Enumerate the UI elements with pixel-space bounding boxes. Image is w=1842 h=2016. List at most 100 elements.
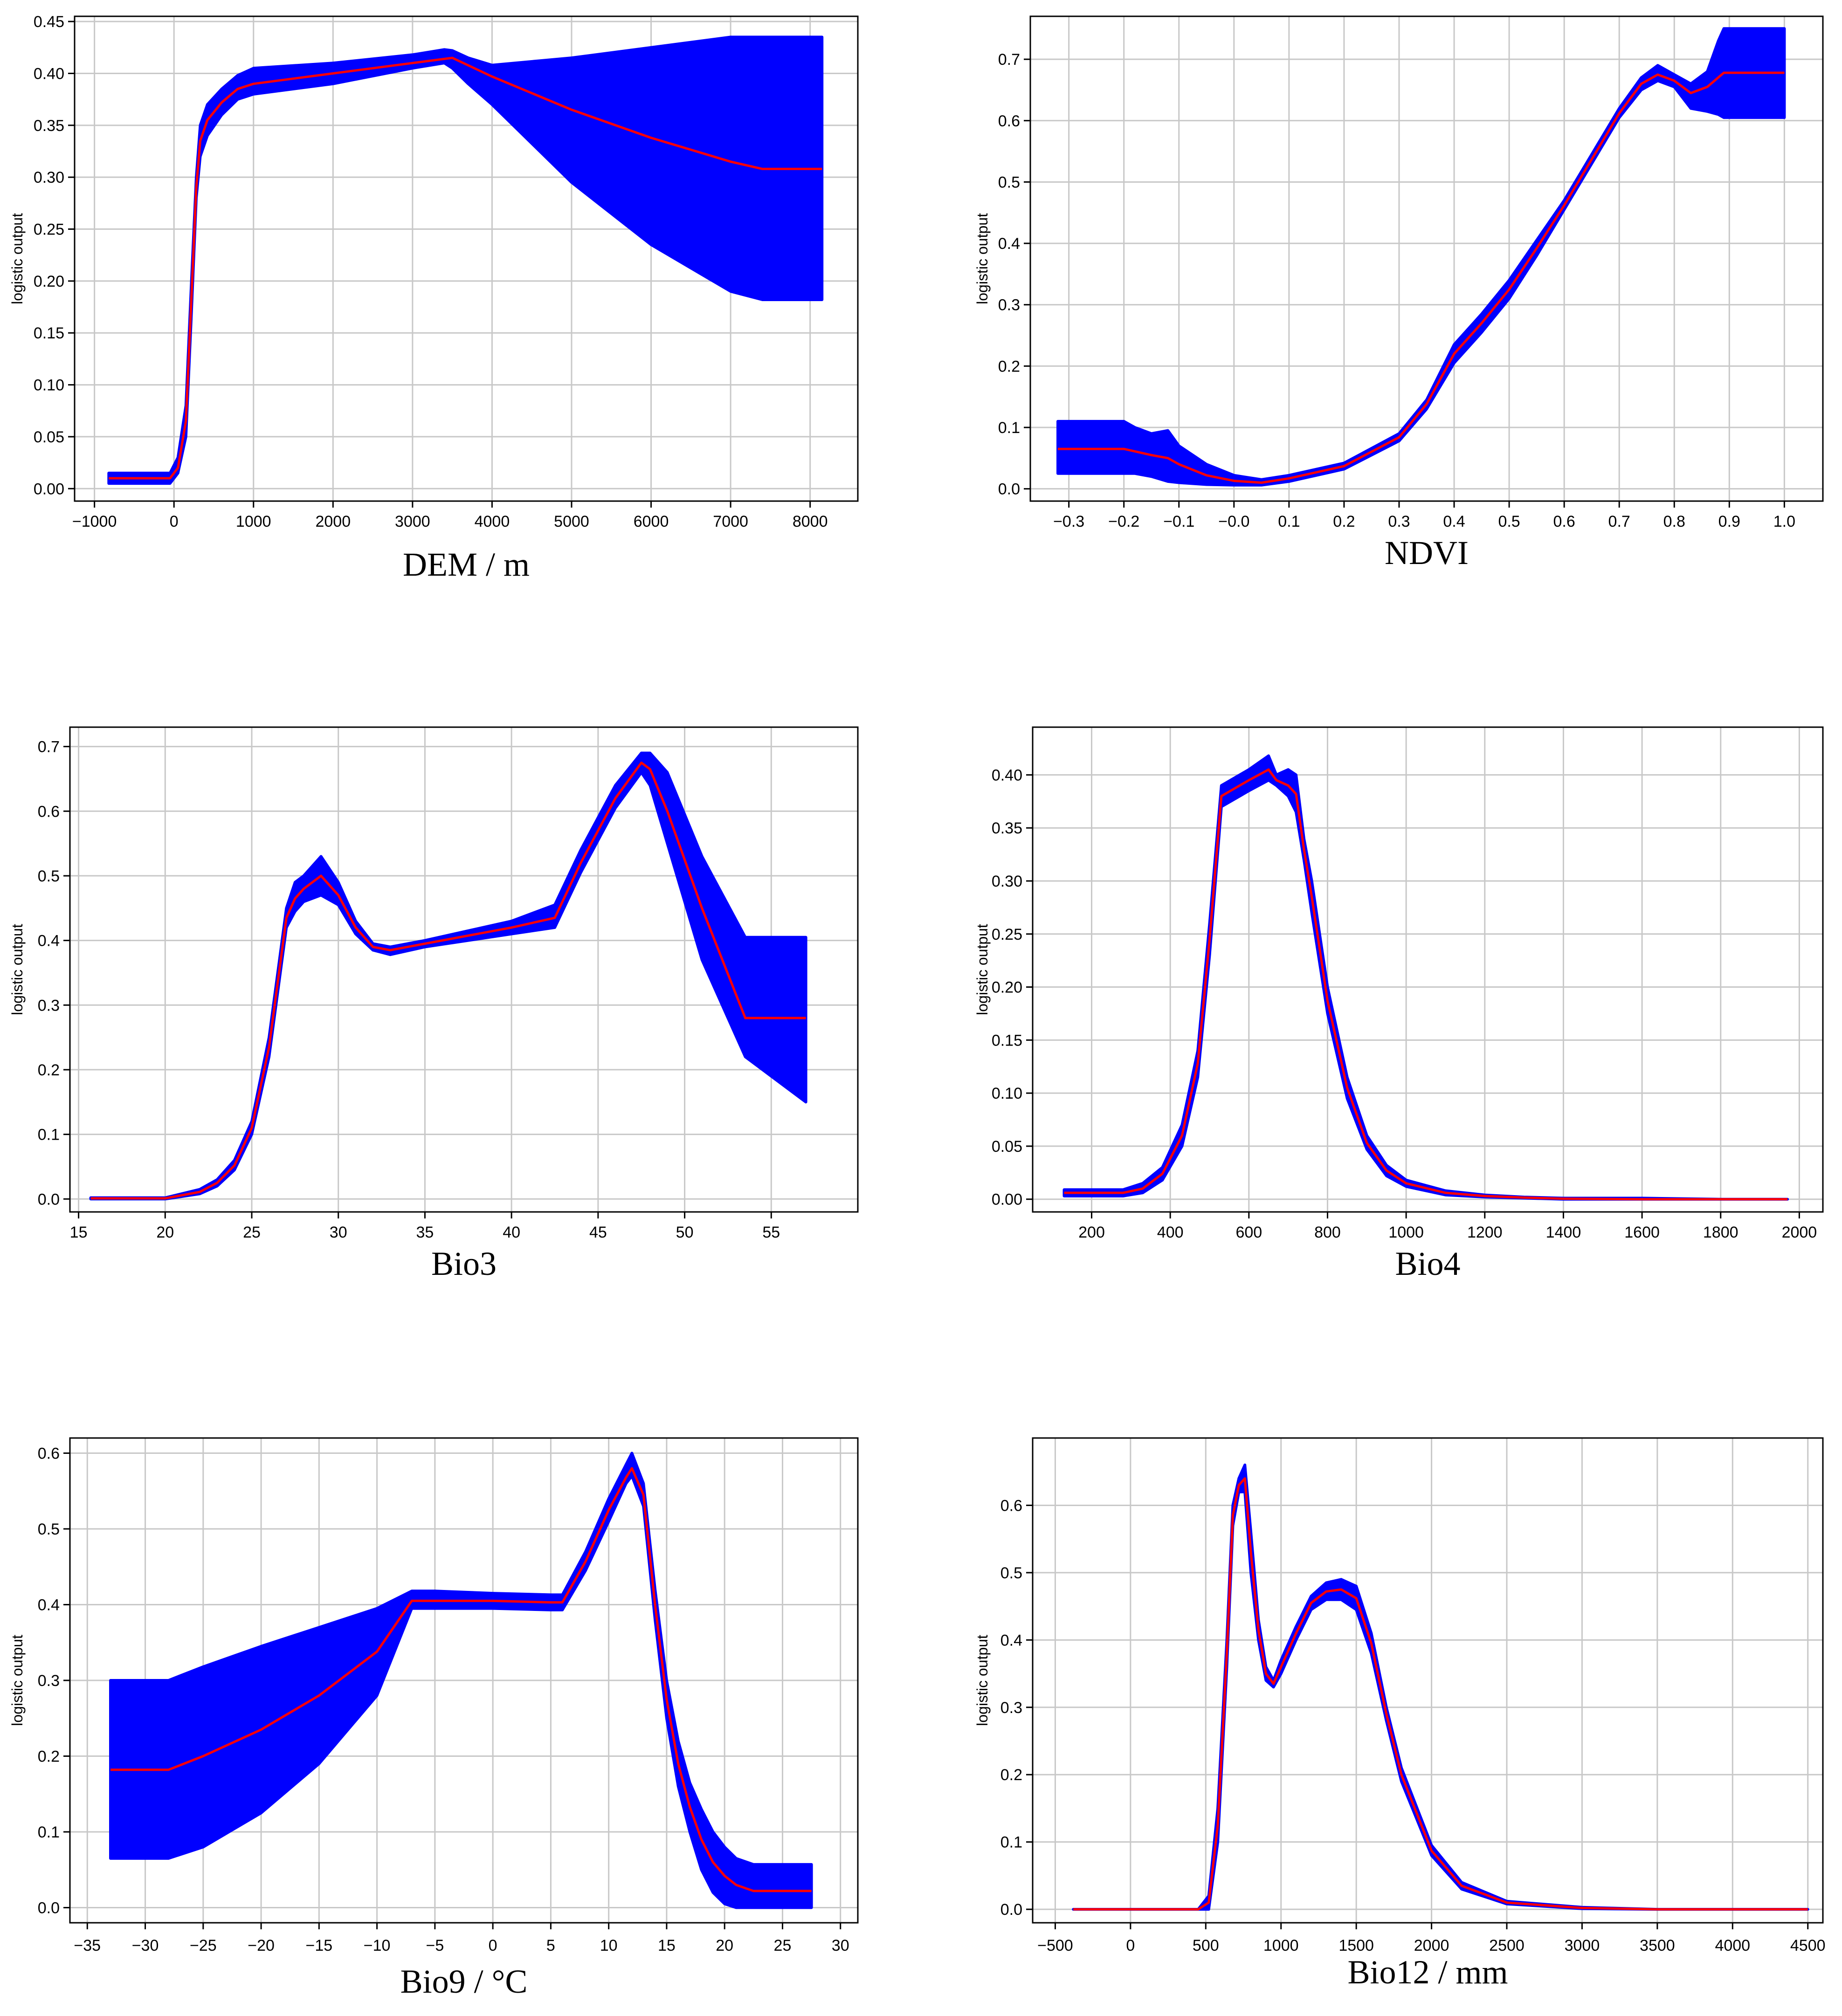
x-tick-label: 1400 xyxy=(1546,1224,1581,1241)
y-tick-label: 0.1 xyxy=(998,419,1020,437)
mean-response-line xyxy=(109,56,822,480)
x-tick-label: −25 xyxy=(190,1937,217,1954)
chart-panel-4: 200 400 600 800 1000 1200 1400 1600 1800 2000 0.00… xyxy=(974,726,1824,1282)
y-axis-label: logistic output xyxy=(9,1635,26,1726)
chart-panel-5: −35 −30 −25 −20 −15 −10 −5 0 5 10 15 20 25 30 0.0 0.1 0.… xyxy=(9,1437,859,2000)
y-tick-label: 0.6 xyxy=(1000,1497,1022,1514)
x-tick-label: 3000 xyxy=(1565,1937,1600,1954)
y-tick-label: 0.10 xyxy=(992,1085,1022,1102)
x-tick-label: 2000 xyxy=(1414,1937,1449,1954)
confidence-band xyxy=(89,751,807,1201)
x-tick-label: 10 xyxy=(600,1937,618,1954)
x-tick-label: 0.2 xyxy=(1333,513,1355,530)
y-tick-label: 0.4 xyxy=(38,932,60,950)
x-tick-label: 3500 xyxy=(1640,1937,1675,1954)
x-axis-label: Bio3 xyxy=(431,1245,497,1282)
x-tick-label: −1000 xyxy=(72,513,117,530)
x-tick-label: 20 xyxy=(716,1937,733,1954)
y-tick-label: 0.35 xyxy=(992,819,1022,837)
y-tick-label: 0.3 xyxy=(38,997,60,1014)
y-tick-label: 0.25 xyxy=(34,221,64,239)
y-tick-label: 0.35 xyxy=(34,117,64,135)
x-axis-label: Bio9 / °C xyxy=(400,1963,528,2000)
x-tick-label: 0 xyxy=(170,513,179,530)
y-tick-label: 0.3 xyxy=(998,296,1020,314)
x-tick-label: 1800 xyxy=(1703,1224,1739,1241)
x-tick-label: 3000 xyxy=(395,513,430,530)
x-tick-label: 800 xyxy=(1314,1224,1341,1241)
x-tick-label: 5000 xyxy=(554,513,589,530)
y-tick-label: 0.00 xyxy=(992,1191,1022,1209)
y-tick-label: 0.25 xyxy=(992,926,1022,943)
y-tick-label: 0.20 xyxy=(992,979,1022,997)
x-tick-label: −35 xyxy=(74,1937,101,1954)
x-tick-label: −0.0 xyxy=(1218,513,1249,530)
x-tick-label: 1600 xyxy=(1624,1224,1660,1241)
mean-response-line xyxy=(90,761,806,1200)
y-axis-label: logistic output xyxy=(9,213,26,304)
x-tick-label: 25 xyxy=(243,1224,261,1241)
x-tick-label: 1000 xyxy=(1263,1937,1299,1954)
y-tick-label: 0.4 xyxy=(38,1596,60,1614)
x-tick-label: 2500 xyxy=(1489,1937,1525,1954)
y-tick-label: 0.30 xyxy=(992,873,1022,890)
confidence-band xyxy=(109,1452,813,1909)
y-tick-label: 0.0 xyxy=(998,481,1020,498)
y-tick-label: 0.40 xyxy=(992,766,1022,784)
plot-frame xyxy=(1029,15,1824,502)
y-tick-label: 0.7 xyxy=(38,738,60,756)
plot-frame xyxy=(74,15,859,502)
x-tick-label: 0 xyxy=(1126,1937,1135,1954)
x-tick-label: 0.8 xyxy=(1663,513,1685,530)
y-tick-label: 0.5 xyxy=(998,173,1020,191)
x-tick-label: 7000 xyxy=(713,513,748,530)
y-tick-label: 0.7 xyxy=(998,51,1020,69)
x-axis-label: DEM / m xyxy=(403,546,530,583)
x-tick-label: 200 xyxy=(1078,1224,1105,1241)
x-tick-label: 35 xyxy=(416,1224,434,1241)
mean-response-line xyxy=(1064,768,1788,1201)
x-tick-label: 4000 xyxy=(475,513,510,530)
x-tick-label: 0.9 xyxy=(1718,513,1740,530)
y-tick-label: 0.1 xyxy=(1000,1834,1022,1851)
y-tick-label: 0.0 xyxy=(1000,1901,1022,1919)
y-tick-label: 0.5 xyxy=(38,1521,60,1538)
x-tick-label: 30 xyxy=(832,1937,849,1954)
x-tick-label: 30 xyxy=(330,1224,347,1241)
y-tick-label: 0.2 xyxy=(998,358,1020,375)
y-tick-label: 0.4 xyxy=(998,235,1020,253)
x-tick-label: 4000 xyxy=(1715,1937,1750,1954)
y-tick-label: 0.05 xyxy=(992,1138,1022,1156)
x-tick-label: 2000 xyxy=(315,513,351,530)
y-tick-label: 0.3 xyxy=(1000,1699,1022,1717)
y-axis-label: logistic output xyxy=(974,1635,991,1726)
x-tick-label: 0.4 xyxy=(1443,513,1465,530)
x-tick-label: 20 xyxy=(156,1224,174,1241)
y-tick-label: 0.20 xyxy=(34,273,64,290)
plot-frame xyxy=(1032,1437,1824,1924)
x-tick-label: 600 xyxy=(1235,1224,1262,1241)
mean-response-line xyxy=(1058,71,1785,484)
x-tick-label: −10 xyxy=(364,1937,391,1954)
x-tick-label: −20 xyxy=(248,1937,275,1954)
y-tick-label: 0.1 xyxy=(38,1823,60,1841)
x-axis-label: Bio12 / mm xyxy=(1347,1954,1508,1991)
x-tick-label: 6000 xyxy=(634,513,669,530)
x-tick-label: 0.5 xyxy=(1498,513,1520,530)
x-tick-label: 0.7 xyxy=(1608,513,1630,530)
x-tick-label: 2000 xyxy=(1782,1224,1817,1241)
y-tick-label: 0.2 xyxy=(1000,1766,1022,1784)
confidence-band xyxy=(1056,27,1786,487)
x-tick-label: 0 xyxy=(489,1937,497,1954)
y-axis-label: logistic output xyxy=(974,924,991,1015)
x-tick-label: 0.6 xyxy=(1553,513,1575,530)
chart-panel-1: −1000 0 1000 2000 3000 4000 5000 6000 7000 8000 0.… xyxy=(9,13,859,583)
y-tick-label: 0.6 xyxy=(38,803,60,820)
y-tick-label: 0.00 xyxy=(34,480,64,498)
x-tick-label: 45 xyxy=(589,1224,607,1241)
x-tick-label: −0.3 xyxy=(1053,513,1084,530)
x-tick-label: 8000 xyxy=(793,513,828,530)
y-tick-label: 0.2 xyxy=(38,1748,60,1766)
x-tick-label: 0.1 xyxy=(1278,513,1300,530)
y-tick-label: 0.5 xyxy=(38,867,60,885)
